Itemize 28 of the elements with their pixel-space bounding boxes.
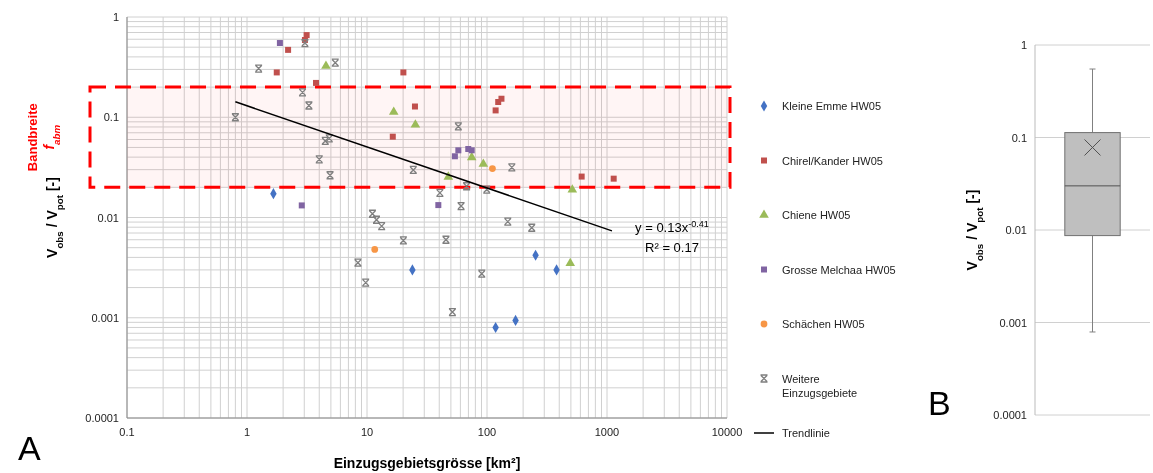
y-tick-label: 1 [1020,39,1027,51]
y-tick-label: 0.0001 [85,412,119,424]
legend-label: Trendlinie [782,427,830,439]
x-tick-label: 10000 [711,426,743,438]
x-tick-label: 1 [243,426,251,438]
text: A [18,429,41,467]
x-tick-label: 10 [360,426,374,438]
y-tick-label: 1 [112,11,119,23]
legend-label: Chirel/Kander HW05 [782,154,883,167]
y-tick-label: 0.1 [1011,131,1027,144]
legend-label: Kleine Emme HW05 [782,100,882,112]
y-tick-label: 0.0001 [993,409,1027,421]
y-tick-label: 0.1 [103,111,119,124]
legend-label: Grosse Melchaa HW05 [782,263,896,276]
legend-label: Weitere Einzugsgebiete [782,372,858,399]
x-axis-title: Einzugsgebietsgrösse [km²] [333,455,521,471]
y-tick-label: 0.01 [97,211,119,224]
x-tick-label: 1000 [594,426,620,438]
x-tick-label: 100 [477,426,497,438]
annotation: y = 0.13x$^{-0.41}$ [635,219,709,235]
annotation: R² = 0.17 [645,240,699,255]
x-tick-label: 0.1 [119,426,135,438]
text: B [928,384,951,422]
y-tick-label: 0.01 [1005,224,1027,236]
legend-label: Chiene HW05 [782,209,851,221]
y-tick-label: 0.001 [999,316,1027,329]
legend-label: Schächen HW05 [782,318,865,330]
y-tick-label: 0.001 [91,311,119,324]
